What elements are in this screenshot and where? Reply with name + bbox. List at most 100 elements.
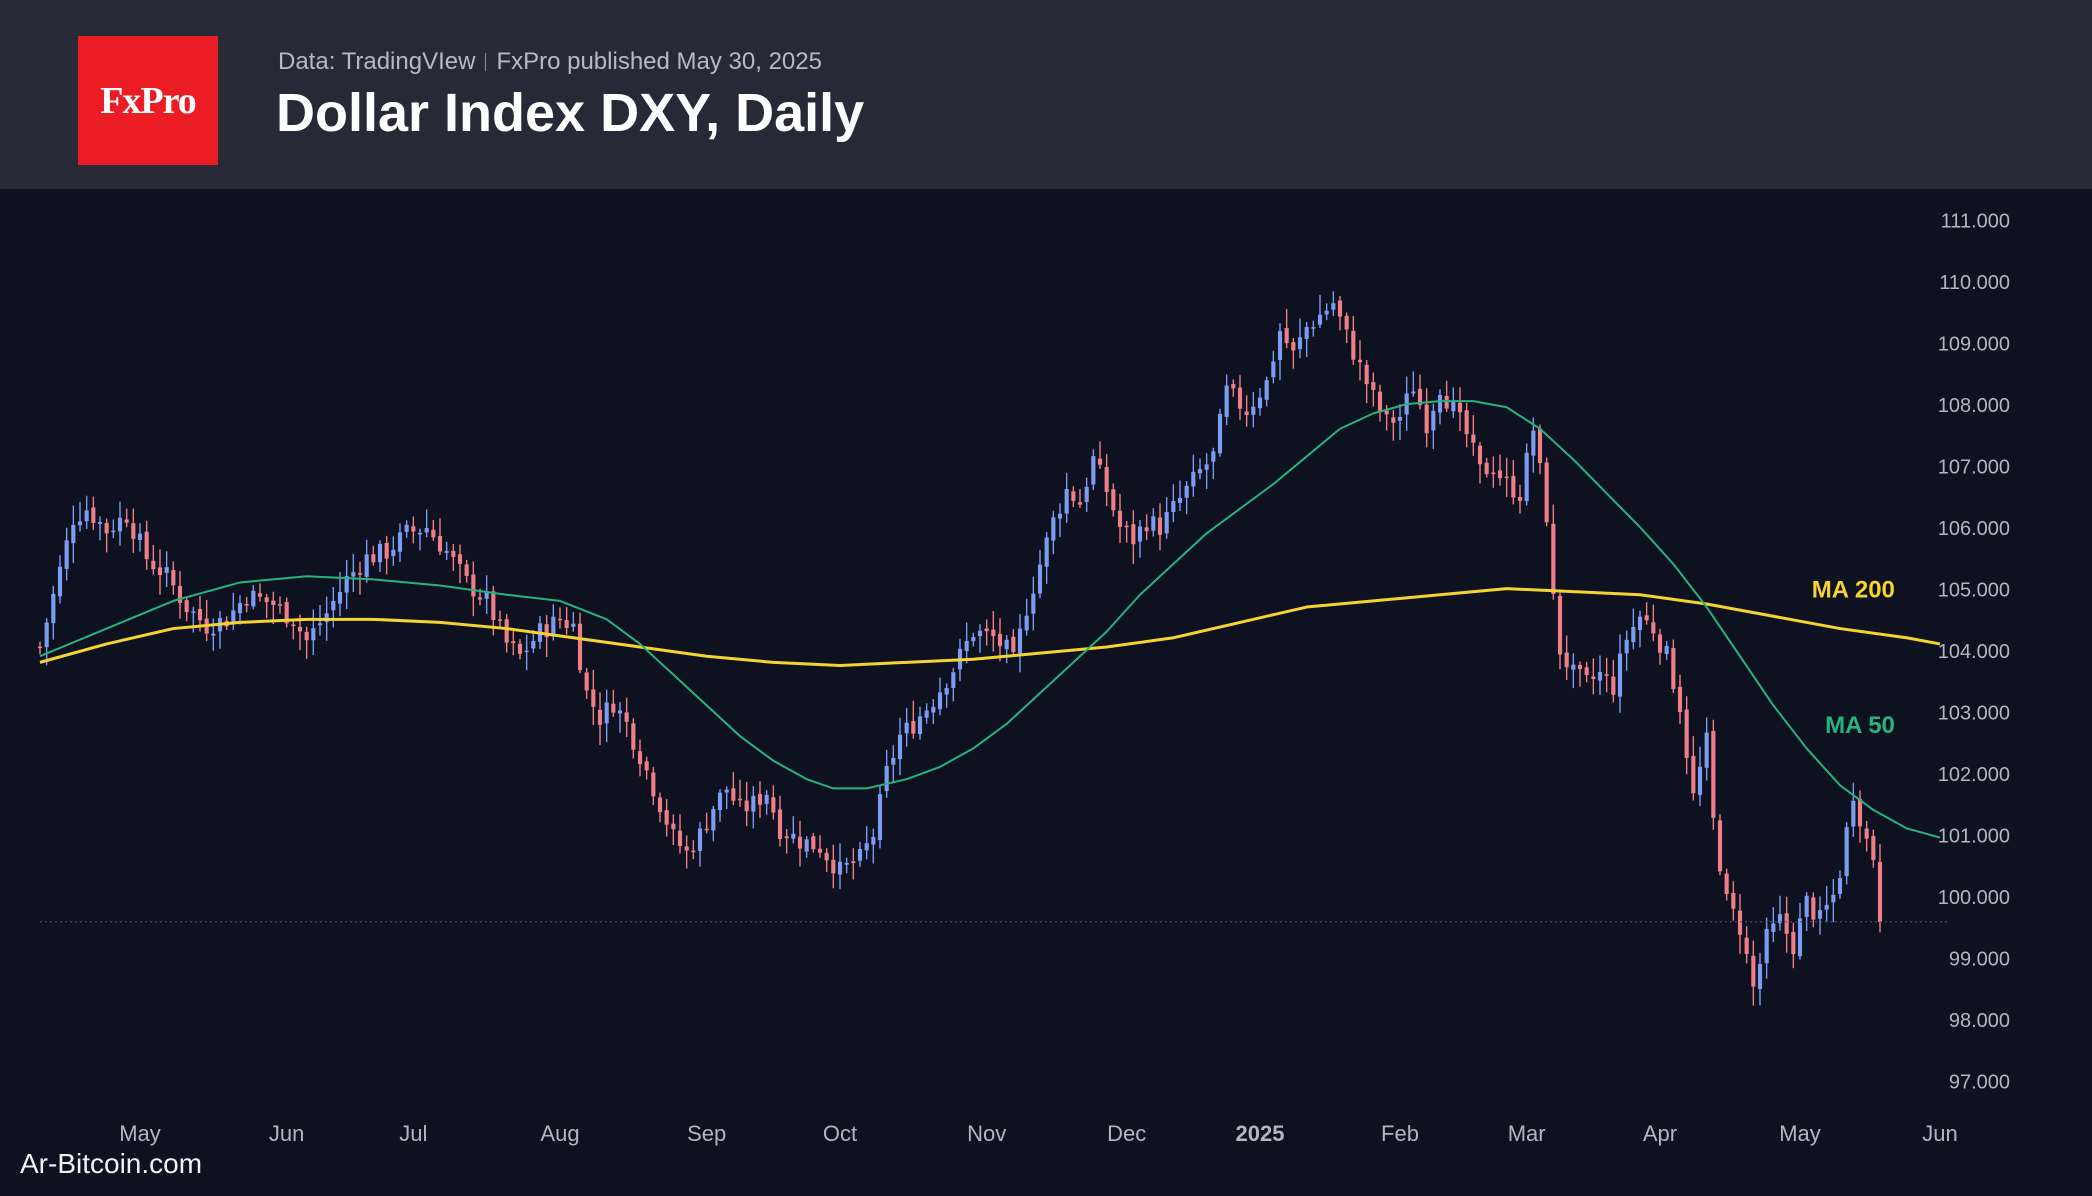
- candle: [511, 629, 516, 656]
- candle-body: [691, 850, 696, 853]
- candle-body: [1684, 709, 1689, 758]
- candle: [757, 781, 763, 818]
- candle-body: [197, 609, 203, 621]
- candle: [391, 536, 396, 566]
- published-date: FxPro published May 30, 2025: [496, 48, 822, 75]
- candle: [824, 848, 829, 872]
- candle-body: [651, 772, 656, 797]
- candle: [831, 844, 836, 889]
- candle-body: [124, 519, 129, 523]
- candle: [424, 509, 429, 538]
- candle-body: [137, 533, 143, 540]
- candle: [991, 610, 996, 652]
- candle: [1757, 952, 1763, 1006]
- x-tick-label: Apr: [1643, 1121, 1677, 1146]
- candle-body: [724, 789, 729, 793]
- candle-body: [764, 794, 769, 804]
- candle-body: [584, 672, 589, 691]
- candle: [1044, 532, 1049, 584]
- candle: [1457, 387, 1463, 432]
- candle-body: [984, 628, 989, 632]
- candle: [1504, 457, 1509, 497]
- y-tick-label: 104.000: [1938, 641, 2010, 663]
- candle-body: [1764, 928, 1769, 964]
- candle: [691, 840, 696, 860]
- candle: [1464, 402, 1469, 448]
- candle-body: [671, 823, 676, 830]
- candle-body: [1237, 387, 1243, 409]
- candle-body: [477, 597, 483, 600]
- candle: [157, 549, 163, 595]
- candle-body: [1284, 327, 1289, 344]
- candle-body: [284, 602, 289, 624]
- candle-body: [1244, 411, 1249, 416]
- candle-body: [1784, 913, 1789, 934]
- candle: [1571, 653, 1576, 689]
- candle-body: [1731, 892, 1736, 909]
- candle: [1311, 320, 1316, 337]
- candle-body: [171, 570, 176, 586]
- candle: [1084, 477, 1089, 513]
- candle-body: [1224, 385, 1229, 417]
- candle: [1471, 415, 1476, 456]
- candle: [884, 749, 889, 798]
- candle: [1637, 610, 1643, 648]
- candle-body: [164, 567, 169, 573]
- candle: [417, 528, 423, 551]
- candle-body: [1604, 674, 1609, 676]
- candle: [677, 814, 683, 854]
- candle: [1231, 379, 1236, 397]
- candle-body: [1791, 931, 1796, 955]
- candle-body: [937, 692, 943, 710]
- candle: [384, 535, 389, 575]
- candle: [817, 835, 823, 858]
- candle-body: [524, 650, 529, 653]
- candle-body: [1537, 428, 1543, 464]
- candle: [1851, 782, 1856, 837]
- candle-body: [1264, 380, 1269, 400]
- candle-body: [897, 734, 903, 760]
- candle-body: [364, 554, 369, 577]
- candle-body: [704, 828, 709, 831]
- candle: [764, 790, 769, 815]
- candle: [177, 571, 183, 619]
- candle: [744, 781, 749, 827]
- candle-body: [1197, 469, 1203, 474]
- candle: [1197, 458, 1203, 480]
- candle: [1424, 388, 1429, 448]
- candle: [944, 683, 949, 708]
- candle: [1137, 520, 1143, 558]
- candle-body: [1777, 914, 1783, 924]
- candle: [1124, 520, 1129, 543]
- candle: [1271, 350, 1276, 384]
- candle: [1537, 424, 1543, 475]
- candle-body: [411, 526, 416, 532]
- candle: [1791, 922, 1796, 969]
- candle: [304, 626, 309, 659]
- candle: [1691, 736, 1696, 801]
- candle: [797, 820, 803, 867]
- candle-body: [44, 622, 49, 648]
- x-tick-label: Mar: [1508, 1121, 1546, 1146]
- candle: [1557, 592, 1563, 670]
- candle: [1037, 549, 1043, 599]
- candle-body: [1157, 517, 1163, 535]
- candle-body: [1231, 384, 1236, 389]
- x-tick-label: 2025: [1236, 1121, 1285, 1146]
- candle-body: [177, 586, 183, 603]
- candle: [1097, 441, 1103, 469]
- candle-body: [511, 641, 516, 644]
- candle: [1737, 893, 1743, 954]
- candle-body: [317, 623, 323, 626]
- candle: [784, 829, 789, 854]
- data-source: Data: TradingVIew: [278, 48, 476, 75]
- candle-body: [1171, 501, 1176, 513]
- candle-body: [1317, 314, 1323, 325]
- candle-body: [1637, 616, 1643, 631]
- candle-body: [564, 620, 569, 628]
- y-tick-label: 107.000: [1938, 457, 2010, 479]
- candle: [1244, 395, 1249, 427]
- candle-body: [1831, 894, 1836, 903]
- x-tick-label: Jul: [399, 1121, 427, 1146]
- candle: [1151, 508, 1156, 537]
